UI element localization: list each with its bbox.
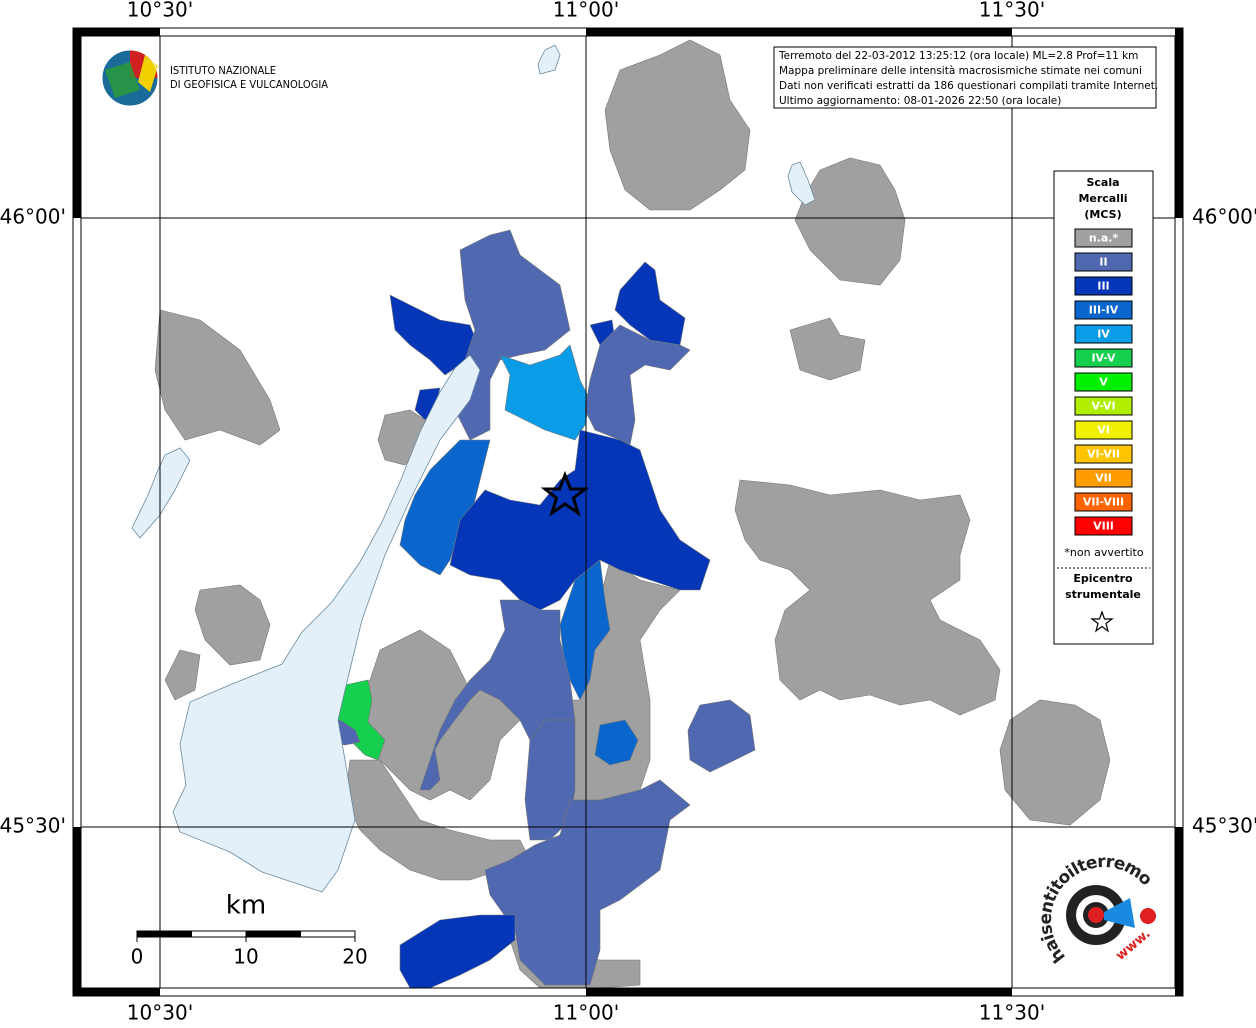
legend-title: (MCS)	[1084, 208, 1121, 221]
logo-text: ISTITUTO NAZIONALE	[170, 64, 276, 77]
legend-label: n.a.*	[1089, 232, 1119, 245]
legend-label: VI	[1097, 424, 1110, 437]
legend-swatch	[1074, 516, 1133, 536]
regions	[131, 39, 1111, 989]
region	[484, 779, 691, 986]
legend-swatch	[1074, 468, 1133, 488]
legend-epicenter: strumentale	[1065, 588, 1141, 601]
region	[794, 157, 906, 286]
frame	[72, 27, 1184, 997]
legend-label: III-IV	[1089, 304, 1119, 317]
legend-label: VIII	[1093, 520, 1114, 533]
info-line: Mappa preliminare delle intensità macros…	[779, 65, 1142, 77]
region	[687, 699, 756, 773]
legend-epicenter: Epicentro	[1073, 572, 1133, 585]
legend-label: IV	[1097, 328, 1110, 341]
legend: Scala Mercalli (MCS) *non avvertito Epic…	[1053, 170, 1154, 645]
region	[154, 309, 281, 446]
scale-unit: km	[226, 891, 266, 921]
legend-title: Mercalli	[1078, 192, 1127, 205]
region	[499, 344, 591, 441]
region	[194, 584, 271, 666]
lon-label: 10°30'	[127, 1001, 193, 1025]
lake	[131, 447, 191, 539]
region	[449, 429, 711, 611]
legend-swatch	[1074, 396, 1133, 416]
lake	[537, 44, 561, 75]
lake-garda	[172, 354, 481, 893]
region	[419, 599, 576, 791]
lat-label: 45°30'	[0, 814, 66, 838]
region	[454, 229, 571, 441]
region	[399, 439, 491, 576]
info-line: Dati non verificati estratti da 186 ques…	[779, 80, 1158, 92]
legend-swatch	[1074, 300, 1133, 320]
region	[604, 39, 751, 211]
legend-swatch	[1074, 492, 1133, 512]
lat-label: 45°30'	[1192, 814, 1256, 838]
region	[999, 699, 1111, 826]
lat-label: 46°00'	[1192, 205, 1256, 229]
legend-note: *non avvertito	[1064, 546, 1143, 559]
lon-label: 11°30'	[979, 1001, 1045, 1025]
lon-label: 11°30'	[979, 0, 1045, 22]
lake	[787, 161, 816, 206]
legend-label: VII	[1095, 472, 1112, 485]
region	[594, 719, 639, 766]
scale-label: 0	[131, 945, 144, 969]
legend-label: VII-VIII	[1083, 496, 1124, 509]
scale-label: 20	[342, 945, 367, 969]
region	[399, 914, 516, 989]
legend-title: Scala	[1086, 176, 1119, 189]
scale-bar: km 0 10 20	[131, 891, 368, 969]
scale-label: 10	[233, 945, 258, 969]
legend-swatch	[1074, 348, 1133, 368]
legend-swatch	[1074, 228, 1133, 248]
legend-label: II	[1099, 256, 1107, 269]
lat-label: 46°00'	[0, 205, 66, 229]
lon-label: 10°30'	[127, 0, 193, 22]
ingv-logo: ISTITUTO NAZIONALE DI GEOFISICA E VULCAN…	[101, 49, 328, 107]
lon-label: 11°00'	[553, 1001, 619, 1025]
legend-label: III	[1097, 280, 1109, 293]
legend-swatch	[1074, 420, 1133, 440]
region	[584, 324, 691, 446]
graticule	[81, 36, 1175, 988]
region	[734, 479, 1001, 716]
region	[789, 317, 866, 381]
region	[559, 559, 611, 701]
legend-label: V-VI	[1091, 400, 1115, 413]
legend-swatch	[1074, 444, 1133, 464]
logo-text: DI GEOFISICA E VULCANOLOGIA	[170, 78, 328, 91]
legend-label: V	[1099, 376, 1108, 389]
lon-label: 11°00'	[553, 0, 619, 22]
region	[614, 261, 686, 346]
legend-swatch	[1074, 252, 1133, 272]
epicenter	[540, 470, 590, 517]
legend-swatch	[1074, 276, 1133, 296]
info-line: Ultimo aggiornamento: 08-01-2026 22:50 (…	[779, 95, 1061, 107]
info-line: Terremoto del 22-03-2012 13:25:12 (ora l…	[778, 50, 1138, 62]
legend-label: VI-VII	[1087, 448, 1120, 461]
region	[164, 649, 201, 701]
info-box: Terremoto del 22-03-2012 13:25:12 (ora l…	[773, 46, 1158, 109]
legend-swatch	[1074, 372, 1133, 392]
legend-label: IV-V	[1091, 352, 1116, 365]
legend-swatch	[1074, 324, 1133, 344]
region	[389, 294, 481, 376]
